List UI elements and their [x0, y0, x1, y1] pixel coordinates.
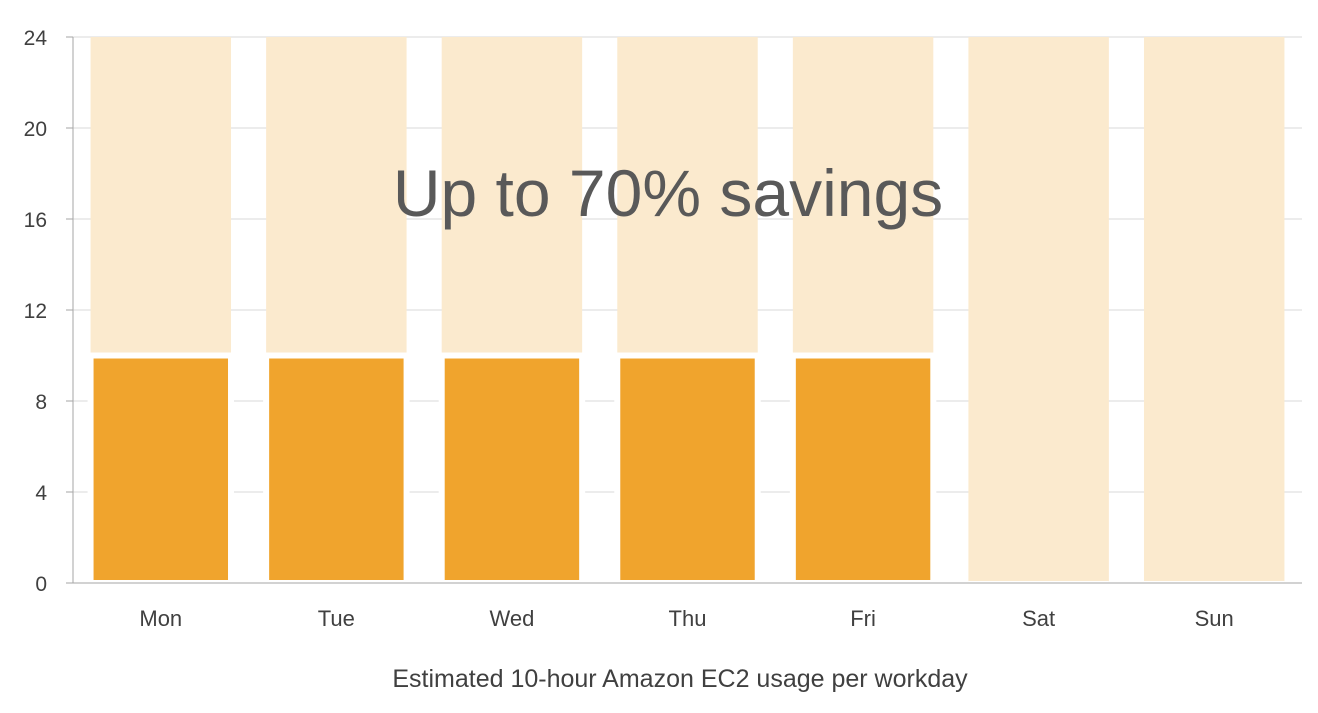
x-category-label: Wed — [490, 606, 535, 631]
y-tick-label: 24 — [24, 27, 48, 50]
x-axis-title: Estimated 10-hour Amazon EC2 usage per w… — [392, 665, 968, 693]
x-category-labels: Mon Tue Wed Thu Fri Sat Sun — [139, 606, 1233, 631]
usage-bar-thu — [614, 352, 761, 586]
y-tick-label: 12 — [24, 300, 47, 323]
x-category-label: Mon — [139, 606, 182, 631]
full-day-bar-sat — [968, 37, 1109, 583]
x-category-label: Sat — [1022, 606, 1055, 631]
y-tick-label: 4 — [35, 482, 47, 505]
x-category-label: Thu — [669, 606, 707, 631]
axes — [66, 36, 1302, 584]
usage-bar-tue — [263, 352, 410, 586]
savings-annotation: Up to 70% savings — [393, 156, 943, 230]
usage-bar-wed — [438, 352, 586, 586]
x-category-label: Sun — [1195, 606, 1234, 631]
usage-bars — [87, 352, 1285, 586]
y-tick-label: 8 — [35, 391, 47, 414]
usage-bar-fri — [789, 352, 937, 586]
x-category-label: Tue — [318, 606, 355, 631]
full-day-bar-sun — [1143, 37, 1285, 583]
y-tick-label: 20 — [24, 118, 47, 141]
y-tick-label: 16 — [24, 209, 47, 232]
y-tick-label: 0 — [35, 573, 47, 596]
usage-bar-mon — [87, 352, 235, 586]
y-tick-labels: 0 4 8 12 16 20 24 — [24, 27, 48, 596]
x-category-label: Fri — [850, 606, 876, 631]
